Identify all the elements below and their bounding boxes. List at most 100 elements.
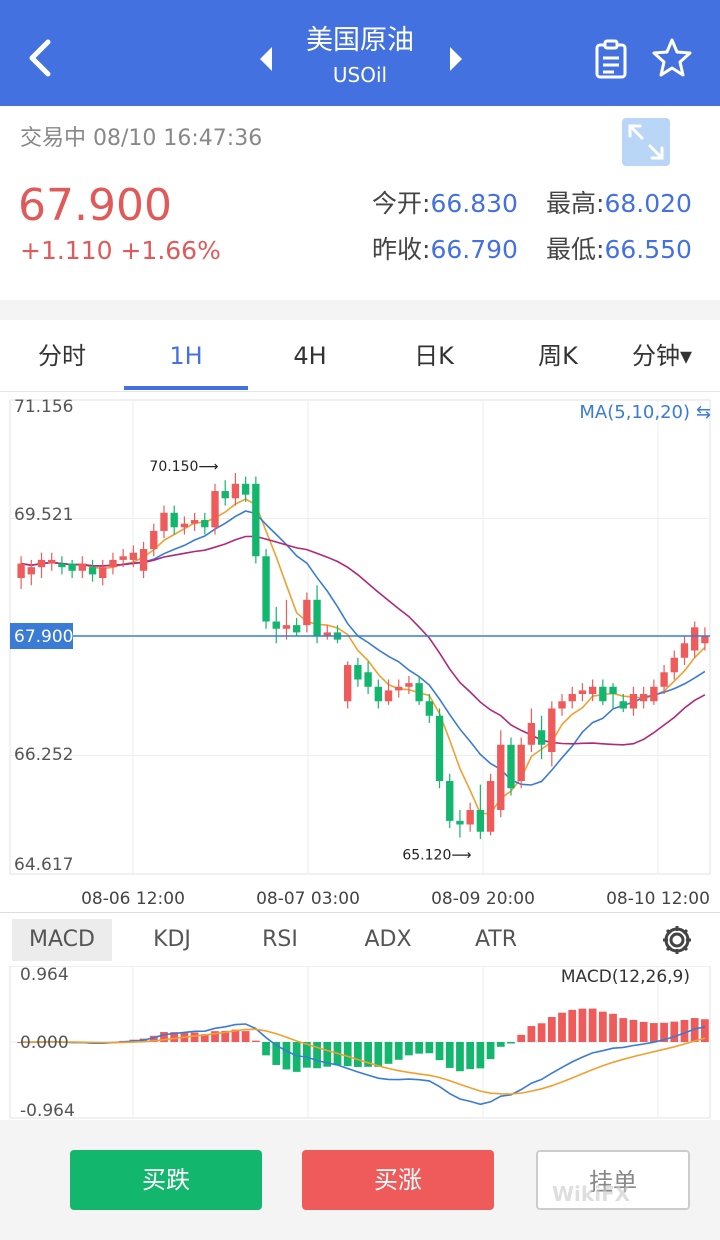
- macd-bar: [262, 1042, 270, 1056]
- open-value: 66.830: [430, 189, 518, 218]
- macd-bar: [200, 1034, 209, 1042]
- candle-body: [415, 683, 423, 702]
- macd-bar: [670, 1021, 679, 1042]
- macd-legend: MACD(12,26,9): [561, 967, 690, 987]
- macd-bar: [425, 1042, 434, 1054]
- low-value: 66.550: [604, 235, 692, 264]
- tab-4h[interactable]: 4H: [293, 342, 327, 370]
- high-label: 最高:: [546, 189, 605, 218]
- macd-bar: [496, 1042, 505, 1047]
- low-label: 最低:: [546, 235, 605, 264]
- macd-bar: [588, 1008, 597, 1042]
- trading-status: 交易中 08/10 16:47:36: [20, 126, 263, 151]
- candle-body: [292, 625, 301, 633]
- candle-body: [68, 563, 76, 571]
- x-tick-label: 08-07 03:00: [256, 889, 360, 909]
- macd-bar: [405, 1042, 413, 1056]
- macd-bar: [149, 1035, 158, 1042]
- candle-body: [384, 690, 393, 702]
- macd-bar: [251, 1040, 260, 1042]
- macd-bar: [354, 1042, 362, 1067]
- low-marker-label: 65.120⟶: [402, 848, 471, 864]
- x-tick-label: 08-10 12:00: [606, 889, 710, 909]
- notes-button[interactable]: [592, 38, 630, 80]
- triangle-left-icon: [260, 47, 272, 71]
- tab-1h[interactable]: 1H: [169, 342, 203, 370]
- macd-chart[interactable]: 0.964 0.000 -0.964 MACD(12,26,9): [0, 965, 720, 1121]
- candle-body: [548, 708, 556, 753]
- candle-body: [231, 483, 240, 499]
- tab-macd[interactable]: MACD: [12, 919, 112, 961]
- macd-bar: [190, 1032, 199, 1042]
- candle-body: [323, 632, 331, 637]
- macd-bar: [537, 1023, 546, 1042]
- macd-bar: [680, 1019, 689, 1042]
- pending-order-button[interactable]: 挂单: [536, 1150, 690, 1210]
- macd-bar: [364, 1042, 372, 1067]
- indicator-settings-button[interactable]: [660, 923, 694, 957]
- candle-body: [17, 563, 25, 579]
- tab-minute-dropdown[interactable]: 分钟▾: [631, 342, 693, 370]
- sell-button[interactable]: 买跌: [70, 1150, 262, 1210]
- candle-body: [221, 491, 229, 499]
- prev-close-stat: 昨收:66.790: [372, 230, 518, 266]
- equals-icon: ⇆: [696, 402, 711, 423]
- macd-bar: [394, 1042, 403, 1060]
- candle-body: [599, 686, 607, 702]
- macd-bar: [660, 1022, 668, 1042]
- candle-body: [680, 643, 689, 658]
- candlestick-chart-panel[interactable]: 67.900 71.156 69.521 66.252 64.617 MA(5,…: [0, 392, 720, 912]
- candle-body: [568, 694, 576, 702]
- candle-body: [435, 715, 444, 781]
- candle-body: [48, 559, 56, 564]
- macd-bar: [629, 1019, 638, 1042]
- fullscreen-button[interactable]: [622, 118, 670, 166]
- ma5-line: [20, 498, 706, 815]
- previous-symbol-button[interactable]: [256, 44, 276, 74]
- candle-body: [37, 559, 46, 568]
- favorite-button[interactable]: [650, 36, 694, 80]
- next-symbol-button[interactable]: [446, 44, 466, 74]
- macd-bar: [211, 1031, 219, 1042]
- candle-body: [466, 809, 474, 825]
- back-button[interactable]: [22, 34, 62, 82]
- y-tick-label: 71.156: [14, 397, 73, 417]
- tab-daily[interactable]: 日K: [414, 342, 454, 370]
- candle-body: [537, 730, 546, 745]
- gear-icon: [663, 926, 691, 954]
- candle-body: [486, 780, 495, 832]
- candlestick-chart[interactable]: 67.900 71.156 69.521 66.252 64.617 MA(5,…: [0, 392, 720, 912]
- y-tick-label: 64.617: [14, 855, 73, 875]
- candle-body: [395, 686, 403, 691]
- candle-body: [374, 686, 382, 702]
- active-tab-indicator: [124, 386, 248, 390]
- tab-adx[interactable]: ADX: [364, 927, 412, 952]
- macd-panel[interactable]: 0.964 0.000 -0.964 MACD(12,26,9): [0, 965, 720, 1121]
- buy-button[interactable]: 买涨: [302, 1150, 494, 1210]
- macd-bar: [374, 1042, 383, 1067]
- candle-body: [303, 599, 311, 626]
- macd-bar: [639, 1021, 648, 1042]
- quote-panel: 交易中 08/10 16:47:36 67.900 +1.110 +1.66% …: [0, 106, 720, 300]
- tab-timeshare[interactable]: 分时: [38, 342, 86, 370]
- current-price-tag-text: 67.900: [14, 627, 73, 647]
- tab-atr[interactable]: ATR: [474, 927, 518, 952]
- macd-bar: [272, 1042, 281, 1065]
- tab-kdj[interactable]: KDJ: [153, 927, 191, 952]
- tab-rsi[interactable]: RSI: [262, 927, 298, 952]
- candle-body: [639, 694, 648, 702]
- tab-weekly[interactable]: 周K: [538, 342, 578, 370]
- macd-bar: [292, 1042, 301, 1072]
- macd-bar: [282, 1042, 291, 1070]
- candle-body: [517, 744, 525, 781]
- macd-bar: [313, 1042, 321, 1069]
- candle-body: [344, 665, 352, 702]
- candle-body: [558, 701, 566, 709]
- triangle-right-icon: [450, 47, 462, 71]
- macd-bar: [578, 1008, 587, 1042]
- symbol-title: 美国原油 USOil: [250, 22, 470, 90]
- candle-body: [588, 686, 597, 695]
- candle-body: [282, 625, 291, 629]
- prev-close-value: 66.790: [430, 235, 518, 264]
- candle-body: [405, 683, 413, 687]
